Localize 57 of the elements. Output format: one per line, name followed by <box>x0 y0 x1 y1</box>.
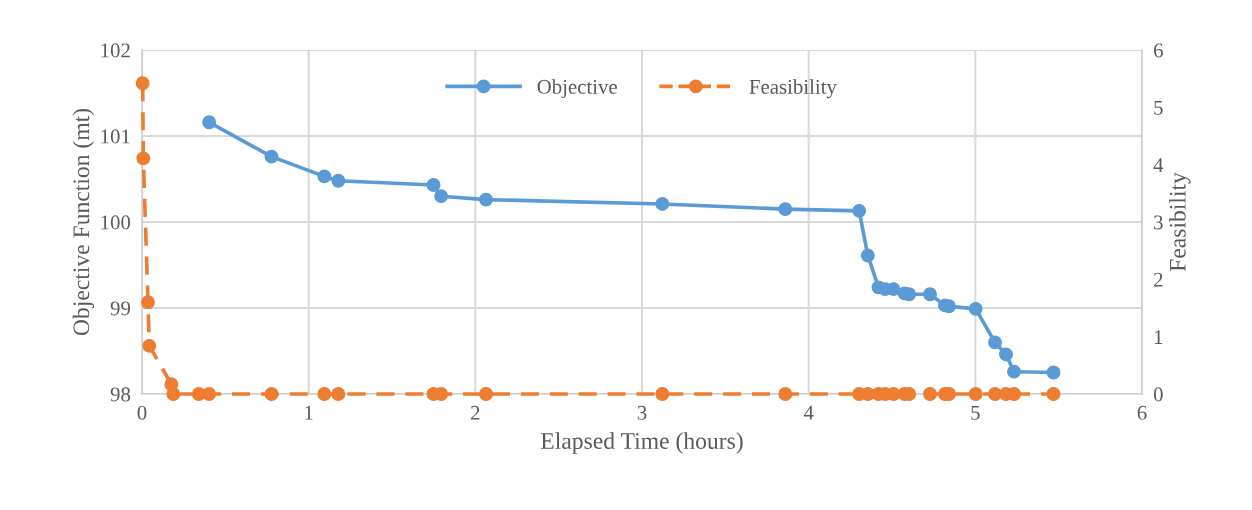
point <box>1007 387 1021 401</box>
point <box>434 189 449 204</box>
legend-label: Feasibility <box>749 79 837 99</box>
point <box>968 387 983 401</box>
point <box>852 203 867 218</box>
y2-tick-label: 4 <box>1153 158 1164 172</box>
y2-tick-label: 2 <box>1154 272 1163 287</box>
point <box>202 115 217 130</box>
y-tick-label: 101 <box>101 129 130 144</box>
point <box>1046 387 1061 401</box>
y2-tick-label: 3 <box>1154 215 1163 230</box>
y-tick-label: 98 <box>110 387 131 402</box>
x-tick-label: 5 <box>971 405 980 420</box>
y-tick-label: 99 <box>110 301 131 316</box>
x-tick-label: 2 <box>471 405 480 420</box>
y2-axis-title: Feasibility <box>1169 172 1191 272</box>
point <box>968 301 983 316</box>
point <box>1007 364 1021 379</box>
x-tick-label: 1 <box>305 405 313 420</box>
y-axis-title: Objective Function (mt) <box>72 108 95 336</box>
y2-tick-label: 0 <box>1153 387 1163 402</box>
point <box>426 178 441 192</box>
point <box>331 387 346 401</box>
x-tick-label: 6 <box>1137 405 1147 420</box>
point <box>860 248 875 263</box>
y-tick-label: 102 <box>101 43 130 58</box>
point <box>166 387 181 401</box>
point <box>264 149 279 164</box>
x-tick-label: 0 <box>137 405 147 420</box>
point <box>317 169 332 184</box>
point <box>923 287 937 302</box>
point <box>999 347 1013 362</box>
point <box>264 387 279 401</box>
point <box>142 338 157 353</box>
point <box>923 387 937 401</box>
point <box>778 387 793 401</box>
y2-tick-label: 1 <box>1154 330 1163 344</box>
point <box>655 196 670 211</box>
point <box>202 387 217 401</box>
point <box>778 202 793 217</box>
point <box>479 192 493 207</box>
point <box>1046 365 1061 380</box>
point <box>141 295 155 310</box>
legend-label: Objective <box>537 79 617 99</box>
point <box>136 151 151 166</box>
x-tick-label: 3 <box>637 405 647 420</box>
point <box>479 387 493 401</box>
point <box>655 387 670 401</box>
x-tick-label: 4 <box>803 405 814 420</box>
point <box>988 335 1002 350</box>
point <box>317 387 332 401</box>
point <box>331 173 346 188</box>
x-axis-title: Elapsed Time (hours) <box>541 432 743 454</box>
y2-tick-label: 5 <box>1154 100 1163 115</box>
point <box>135 76 150 91</box>
y2-tick-label: 6 <box>1154 43 1163 58</box>
y-tick-label: 100 <box>101 215 131 230</box>
